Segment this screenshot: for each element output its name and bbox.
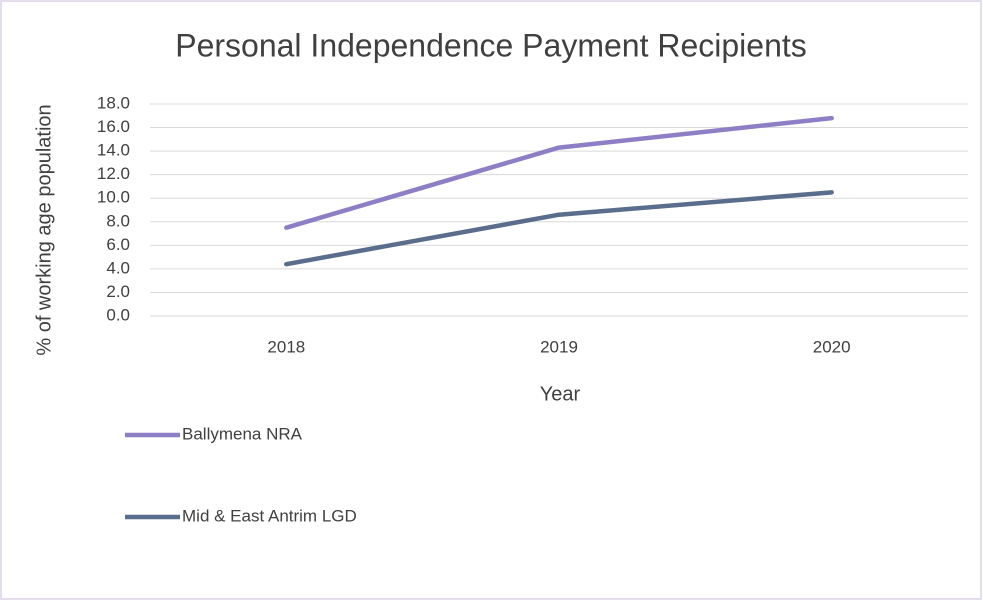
y-tick-label: 6.0 xyxy=(106,235,130,254)
series-line xyxy=(284,115,834,230)
y-tick-label: 4.0 xyxy=(106,258,130,277)
x-tick-label: 2018 xyxy=(267,337,305,356)
y-tick-label: 0.0 xyxy=(106,305,130,324)
y-axis-label: % of working age population xyxy=(33,104,55,355)
x-tick-label: 2020 xyxy=(813,337,851,356)
x-tick-label: 2019 xyxy=(540,337,578,356)
series-line xyxy=(284,190,834,267)
y-tick-label: 12.0 xyxy=(97,164,130,183)
legend-label: Mid & East Antrim LGD xyxy=(182,506,357,525)
y-tick-label: 16.0 xyxy=(97,117,130,136)
y-tick-label: 10.0 xyxy=(97,188,130,207)
y-tick-label: 18.0 xyxy=(97,93,130,112)
y-tick-label: 8.0 xyxy=(106,211,130,230)
legend-label: Ballymena NRA xyxy=(182,424,303,443)
x-axis-label: Year xyxy=(540,383,581,405)
y-tick-label: 14.0 xyxy=(97,141,130,160)
y-tick-label: 2.0 xyxy=(106,282,130,301)
chart-title: Personal Independence Payment Recipients xyxy=(175,27,807,63)
